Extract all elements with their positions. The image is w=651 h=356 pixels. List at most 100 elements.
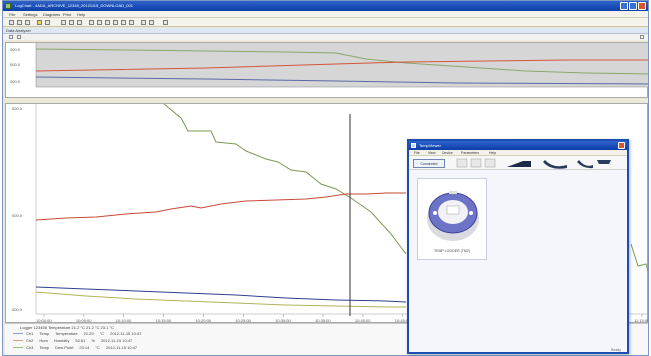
- device-dialog[interactable]: TempViewer File View Device Parameters H…: [407, 139, 629, 354]
- legend-row[interactable]: Ch2 Hum Humidity 52.61% 2012-11-15 10:47: [13, 338, 138, 344]
- menu-diagrams[interactable]: Diagrams: [43, 12, 61, 17]
- legend-unit: %: [91, 338, 95, 343]
- x-tick-label: 10:15:00: [156, 318, 172, 323]
- legend-name: Temperature: [55, 331, 78, 336]
- first-icon[interactable]: [121, 20, 126, 25]
- dialog-close-button[interactable]: [618, 142, 625, 149]
- read-icon[interactable]: [470, 158, 482, 168]
- series-olive: [35, 291, 406, 308]
- menu-bar: File Settings Diagrams Print Help: [3, 11, 648, 18]
- cursor-icon[interactable]: [89, 20, 94, 25]
- series-green: [163, 104, 407, 255]
- minimize-button[interactable]: [620, 2, 628, 10]
- device-display: [446, 205, 460, 215]
- app-icon: [5, 3, 11, 9]
- menu-help[interactable]: Help: [77, 12, 86, 17]
- legend-swatch: [13, 347, 23, 349]
- x-tick-label: 10:20:00: [195, 318, 211, 323]
- clock-icon[interactable]: [484, 158, 496, 168]
- legend-swatch: [13, 340, 23, 342]
- legend-channel: Ch1: [26, 331, 34, 336]
- legend-type: Temp: [39, 331, 50, 336]
- dialog-title-bar: TempViewer: [409, 141, 627, 150]
- temp-icon[interactable]: [456, 158, 468, 168]
- main-chart-svg: 000.0 000.0 000.0 10:00:00 10:05:00 10:10:…: [12, 104, 648, 323]
- legend-time: 2012-11-15 10:47: [100, 338, 133, 343]
- title-bar: LogChart - 4ADA_ARCHIVE_12345_20121115_D…: [3, 1, 648, 11]
- open-icon[interactable]: [17, 20, 22, 25]
- dialog-menu-bar: File View Device Parameters Help: [409, 150, 627, 156]
- device-card[interactable]: TEMP LOGGER (TM2): [417, 178, 487, 260]
- device-led: [433, 211, 437, 215]
- dialog-title: TempViewer: [419, 143, 441, 148]
- menu-file[interactable]: File: [9, 12, 16, 17]
- last-icon[interactable]: [129, 20, 134, 25]
- overview-series-green: [35, 48, 648, 75]
- arrow-left-icon[interactable]: [105, 20, 110, 25]
- zoom-out-icon[interactable]: [69, 20, 74, 25]
- device-led: [469, 211, 473, 215]
- settings-icon[interactable]: [149, 20, 154, 25]
- legend-time: 2012-11-15 10:47: [105, 345, 138, 350]
- legend-title: Logger 123456 Temperature 21.2 °C 21.2 °…: [20, 325, 114, 330]
- sensor-probe-icon[interactable]: [543, 160, 567, 169]
- panel-close-icon[interactable]: [640, 35, 644, 39]
- menu-print[interactable]: Print: [63, 12, 72, 17]
- zoom-fit-icon[interactable]: [77, 20, 82, 25]
- dialog-menu-parameters[interactable]: Parameters: [461, 151, 480, 155]
- overview-series-blue: [35, 76, 648, 85]
- arrow-right-icon[interactable]: [113, 20, 118, 25]
- close-button[interactable]: [638, 2, 646, 10]
- legend-name: Dew Point: [55, 345, 74, 350]
- info-icon[interactable]: [163, 20, 168, 25]
- measure-icon[interactable]: [97, 20, 102, 25]
- new-icon[interactable]: [9, 20, 14, 25]
- legend-row[interactable]: Ch3 Temp Dew Point 23.14 °C 2012-11-15 10:47: [13, 345, 143, 351]
- dialog-tool-icons: [456, 158, 611, 169]
- dialog-menu-help[interactable]: Help: [489, 151, 497, 155]
- device-icon: [427, 191, 479, 241]
- dialog-menu-device[interactable]: Device: [442, 151, 453, 155]
- legend-name: Humidity: [53, 338, 70, 343]
- series-green-tail: [630, 243, 648, 273]
- panel-toolbar: [3, 34, 648, 40]
- expand-icon[interactable]: [17, 35, 21, 39]
- toolbar: [3, 18, 648, 27]
- zoom-in-icon[interactable]: [61, 20, 66, 25]
- legend-unit: °C: [99, 331, 105, 336]
- y-tick: 000.0: [12, 213, 23, 218]
- legend-type: Temp: [39, 345, 50, 350]
- folder-icon[interactable]: [37, 20, 42, 25]
- print-icon[interactable]: [45, 20, 50, 25]
- x-tick-label: 10:00:00: [36, 318, 52, 323]
- legend-channel: Ch3: [26, 345, 34, 350]
- overview-svg: 000.0 000.0 000.0: [10, 43, 648, 88]
- save-icon[interactable]: [25, 20, 30, 25]
- dual-probe-icon[interactable]: [577, 160, 611, 169]
- window-title: LogChart - 4ADA_ARCHIVE_12345_20121115_D…: [15, 3, 133, 8]
- dialog-status: Ready: [610, 348, 621, 352]
- series-red: [35, 192, 406, 221]
- refresh-icon[interactable]: [141, 20, 146, 25]
- connected-tab[interactable]: Connected: [413, 159, 445, 168]
- dialog-app-icon: [411, 143, 416, 148]
- x-tick-label: 10:05:00: [76, 318, 92, 323]
- panel-header: Data Analyzer: [3, 28, 648, 34]
- logger-shape-icon[interactable]: [507, 161, 531, 167]
- x-tick-label: 10:25:00: [235, 318, 251, 323]
- legend-row[interactable]: Ch1 Temp Temperature 21.29 °C 2012-11-15 10:4…: [13, 331, 147, 337]
- legend-value: 21.29: [83, 331, 94, 336]
- series-blue: [35, 286, 407, 303]
- y-tick: 000.0: [12, 307, 23, 312]
- legend-time: 2012-11-15 10:47: [110, 331, 142, 336]
- dialog-menu-file[interactable]: File: [414, 151, 420, 155]
- maximize-button[interactable]: [629, 2, 637, 10]
- dialog-menu-view[interactable]: View: [428, 151, 436, 155]
- dialog-body: TEMP LOGGER (TM2) Ready: [409, 170, 627, 352]
- pin-icon[interactable]: [9, 35, 13, 39]
- overview-y-tick: 000.0: [10, 62, 21, 67]
- overview-chart[interactable]: 000.0 000.0 000.0: [5, 42, 648, 98]
- device-tab: [449, 191, 457, 194]
- menu-settings[interactable]: Settings: [23, 12, 38, 17]
- legend-value: 52.61: [75, 338, 86, 343]
